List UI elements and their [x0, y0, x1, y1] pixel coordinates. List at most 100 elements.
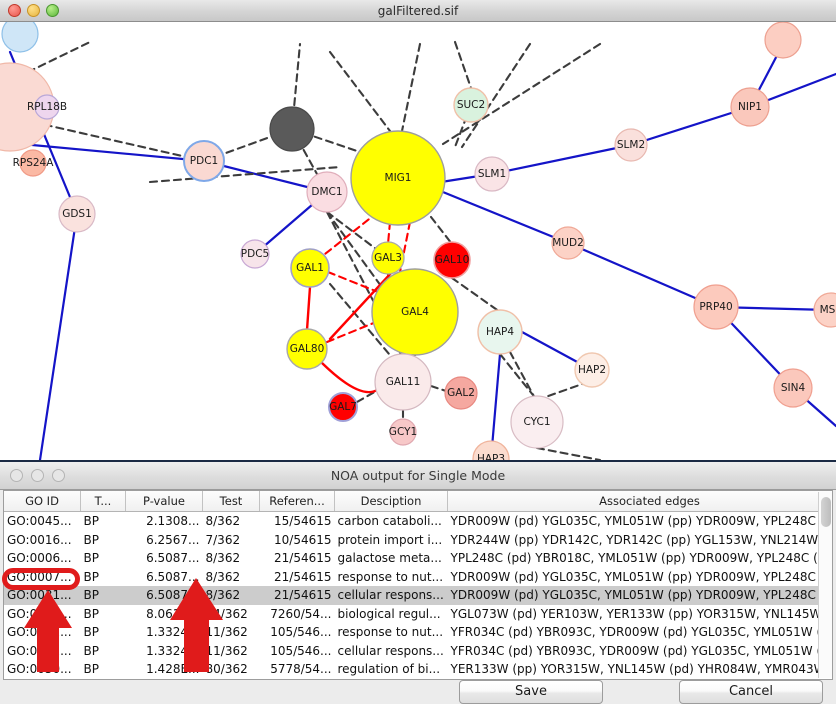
- table-row[interactable]: GO:0006... BP 6.5087... 8/362 21/54615 g…: [4, 549, 832, 568]
- cell-description[interactable]: biological regul...: [337, 606, 441, 621]
- scrollbar-thumb[interactable]: [821, 497, 831, 527]
- column-header-type[interactable]: T...: [80, 491, 126, 512]
- cell-reference[interactable]: 21/54615: [259, 586, 335, 605]
- cell-go-id[interactable]: GO:0016...: [7, 532, 72, 547]
- node-SIN4[interactable]: [773, 368, 813, 408]
- cell-test[interactable]: 94/362: [205, 606, 248, 621]
- node-SLM2[interactable]: [614, 128, 648, 162]
- node-GAL80[interactable]: [286, 328, 328, 370]
- cell-reference[interactable]: 21/54615: [274, 551, 332, 566]
- cell-edges[interactable]: YDR009W (pd) YGL035C, YML051W (pp) YDR00…: [450, 514, 833, 529]
- cell-test[interactable]: 8/362: [205, 551, 241, 566]
- node-GAL2[interactable]: [444, 376, 478, 410]
- cell-edges[interactable]: YDR244W (pp) YDR142C, YDR142C (pp) YGL15…: [450, 532, 833, 547]
- node-GAL3[interactable]: [371, 241, 405, 275]
- cell-p-value[interactable]: 1.3324...: [146, 643, 200, 658]
- cell-p-value[interactable]: 1.428E...: [146, 662, 200, 677]
- cell-p-value[interactable]: 6.2567...: [146, 532, 200, 547]
- cell-p-value[interactable]: 2.1308...: [146, 514, 200, 529]
- cell-description[interactable]: regulation of bi...: [337, 662, 441, 677]
- column-header-go-id[interactable]: GO ID: [4, 491, 81, 512]
- column-header-p-value[interactable]: P-value: [125, 491, 203, 512]
- cell-p-value[interactable]: 6.5087...: [146, 551, 200, 566]
- node-NIP1[interactable]: [730, 87, 770, 127]
- table-row[interactable]: GO:0007... BP 6.5087... 8/362 21/54615 r…: [4, 568, 833, 587]
- zoom-button[interactable]: [46, 4, 59, 17]
- cell-type[interactable]: BP: [83, 551, 99, 566]
- noa-zoom-button[interactable]: [52, 469, 65, 482]
- cell-p-value[interactable]: 6.5087...: [125, 586, 203, 605]
- close-button[interactable]: [8, 4, 21, 17]
- node-PDC5[interactable]: [240, 239, 270, 269]
- cell-description[interactable]: cellular respons...: [334, 586, 448, 605]
- node-GAL7[interactable]: [328, 392, 358, 422]
- node-HAP3[interactable]: [472, 440, 510, 460]
- node-MSI[interactable]: [813, 292, 836, 328]
- node-CYC1[interactable]: [510, 395, 564, 449]
- cell-test[interactable]: 8/362: [205, 514, 241, 529]
- table-row[interactable]: GO:0031... BP 1.3324... 11/362 105/546..…: [4, 623, 833, 642]
- node-unlabeled-topright[interactable]: [764, 22, 802, 59]
- node-GAL4[interactable]: [371, 268, 459, 356]
- cancel-button[interactable]: Cancel: [679, 680, 823, 704]
- node-MIG1[interactable]: [350, 130, 446, 226]
- cell-reference[interactable]: 5778/54...: [270, 662, 332, 677]
- cell-reference[interactable]: 105/546...: [270, 625, 332, 640]
- node-PRP40[interactable]: [693, 284, 739, 330]
- window-traffic-lights[interactable]: [8, 4, 59, 17]
- node-GAL10[interactable]: [433, 241, 471, 279]
- cell-type[interactable]: BP: [80, 586, 126, 605]
- cell-type[interactable]: BP: [83, 514, 99, 529]
- node-SLM1[interactable]: [474, 156, 510, 192]
- cell-test[interactable]: 8/362: [205, 569, 241, 584]
- cell-edges[interactable]: YFR034C (pd) YBR093C, YDR009W (pd) YGL03…: [450, 625, 833, 640]
- column-header-reference[interactable]: Referen...: [259, 491, 335, 512]
- cell-edges[interactable]: YGL073W (pd) YER103W, YER133W (pp) YOR31…: [450, 606, 833, 621]
- cell-go-id[interactable]: GO:0031...: [7, 625, 72, 640]
- cell-test[interactable]: 8/362: [202, 586, 260, 605]
- cell-description[interactable]: protein import i...: [337, 532, 443, 547]
- save-button[interactable]: Save: [459, 680, 603, 704]
- cell-reference[interactable]: 7260/54...: [270, 606, 332, 621]
- node-GAL1[interactable]: [290, 248, 330, 288]
- cell-test[interactable]: 7/362: [205, 532, 241, 547]
- cell-edges[interactable]: YFR034C (pd) YBR093C, YDR009W (pd) YGL03…: [450, 643, 833, 658]
- table-row[interactable]: GO:0065... BP 8.0614... 94/362 7260/54..…: [4, 605, 833, 624]
- table-row[interactable]: GO:0031... BP 1.3324... 11/362 105/546..…: [4, 642, 833, 661]
- cell-edges[interactable]: YER133W (pp) YOR315W, YNL145W (pd) YHR08…: [450, 662, 833, 677]
- cell-p-value[interactable]: 8.0614...: [146, 606, 200, 621]
- cell-go-id[interactable]: GO:0045...: [7, 514, 72, 529]
- cell-reference[interactable]: 21/54615: [274, 569, 332, 584]
- cell-type[interactable]: BP: [83, 662, 99, 677]
- cell-description[interactable]: galactose meta...: [337, 551, 442, 566]
- node-SUC2[interactable]: [453, 87, 489, 123]
- node-MUD2[interactable]: [551, 226, 585, 260]
- cell-go-id[interactable]: GO:0031...: [4, 586, 81, 605]
- cell-p-value[interactable]: 6.5087...: [146, 569, 200, 584]
- cell-reference[interactable]: 10/54615: [274, 532, 332, 547]
- column-header-associated-edges[interactable]: Associated edges: [447, 491, 832, 512]
- node-GDS1[interactable]: [58, 195, 96, 233]
- noa-traffic-lights[interactable]: [10, 469, 65, 482]
- cell-reference[interactable]: 105/546...: [270, 643, 332, 658]
- go-results-table-container[interactable]: GO ID T... P-value Test Referen... Desci…: [3, 490, 833, 680]
- column-header-description[interactable]: Desciption: [334, 491, 448, 512]
- cell-edges[interactable]: YDR009W (pd) YGL035C, YML051W (pp) YDR00…: [447, 586, 832, 605]
- minimize-button[interactable]: [27, 4, 40, 17]
- table-row-selected[interactable]: GO:0031... BP 6.5087... 8/362 21/54615 c…: [4, 586, 832, 605]
- node-RPS24A[interactable]: [19, 149, 47, 177]
- cell-test[interactable]: 11/362: [205, 643, 248, 658]
- node-GCY1[interactable]: [389, 418, 417, 446]
- table-row[interactable]: GO:0016... BP 6.2567... 7/362 10/54615 p…: [4, 531, 833, 550]
- cell-go-id[interactable]: GO:0007...: [7, 569, 72, 584]
- cell-reference[interactable]: 15/54615: [274, 514, 332, 529]
- cell-edges[interactable]: YDR009W (pd) YGL035C, YML051W (pp) YDR00…: [450, 569, 833, 584]
- node-gray-hub[interactable]: [269, 106, 315, 152]
- cell-p-value[interactable]: 1.3324...: [146, 625, 200, 640]
- network-canvas[interactable]: RPL18B RPS24A GDS1 PDC1 PDC5 DMC1 MIG1 S…: [0, 22, 836, 460]
- cell-go-id[interactable]: GO:0065...: [7, 606, 72, 621]
- cell-test[interactable]: 11/362: [205, 625, 248, 640]
- cell-description[interactable]: response to nut...: [337, 625, 444, 640]
- node-RPL18B[interactable]: [34, 94, 60, 120]
- node-GAL11[interactable]: [374, 353, 432, 411]
